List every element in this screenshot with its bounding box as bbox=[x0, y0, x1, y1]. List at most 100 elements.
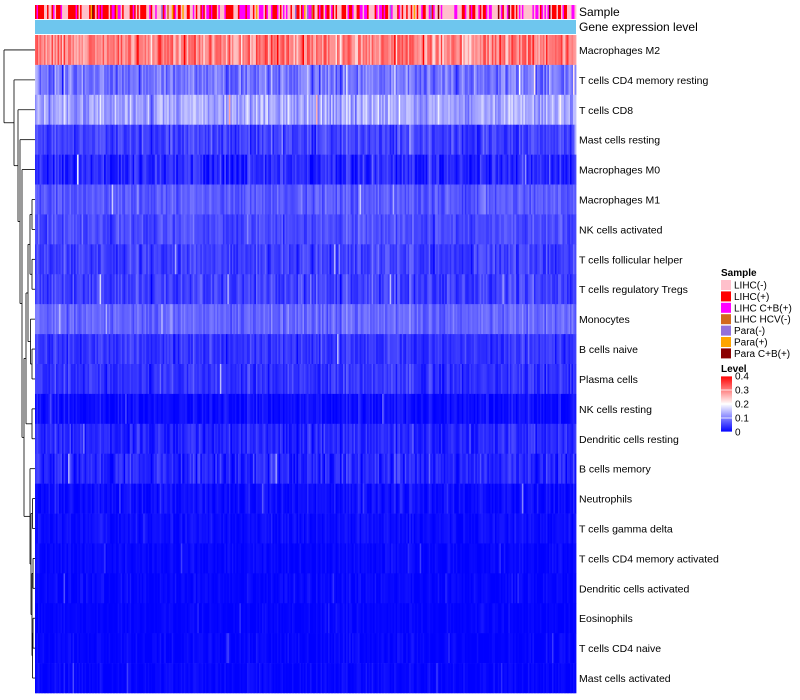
heatmap-cell bbox=[526, 244, 529, 275]
heatmap-cell bbox=[485, 274, 488, 305]
heatmap-cell bbox=[264, 274, 267, 305]
heatmap-cell bbox=[167, 94, 170, 126]
heatmap-cell bbox=[512, 184, 515, 215]
sample-annotation-cell bbox=[206, 5, 209, 19]
sample-annotation-cell bbox=[227, 5, 230, 19]
heatmap-cell bbox=[188, 35, 191, 66]
heatmap-cell bbox=[316, 304, 318, 335]
heatmap-cell bbox=[442, 35, 445, 66]
heatmap-cell bbox=[512, 274, 515, 305]
heatmap-cell bbox=[99, 124, 102, 155]
heatmap-cell bbox=[389, 274, 392, 305]
heatmap-cell bbox=[132, 64, 135, 96]
heatmap-cell bbox=[57, 64, 60, 96]
heatmap-cell bbox=[218, 154, 221, 185]
heatmap-cell bbox=[397, 184, 400, 215]
heatmap-cell bbox=[542, 35, 545, 66]
heatmap-cell bbox=[530, 334, 533, 365]
heatmap-cell bbox=[65, 334, 67, 365]
heatmap-cell bbox=[257, 64, 260, 96]
heatmap-cell bbox=[437, 244, 440, 275]
heatmap-cell bbox=[560, 334, 563, 365]
heatmap-cell bbox=[149, 94, 152, 126]
heatmap-cell bbox=[260, 244, 263, 275]
heatmap-cell bbox=[467, 94, 470, 126]
heatmap-cell bbox=[38, 35, 40, 66]
heatmap-cell bbox=[377, 304, 380, 335]
sample-annotation-cell bbox=[302, 5, 305, 19]
heatmap-cell bbox=[233, 184, 236, 215]
heatmap-cell bbox=[101, 214, 104, 245]
heatmap-cell bbox=[195, 334, 198, 365]
heatmap-cell bbox=[105, 35, 108, 66]
heatmap-cell bbox=[425, 214, 428, 245]
heatmap-cell bbox=[353, 35, 356, 66]
heatmap-cell bbox=[128, 184, 131, 215]
heatmap-cell bbox=[218, 35, 221, 66]
heatmap-cell bbox=[502, 214, 505, 245]
heatmap-cell bbox=[323, 64, 326, 96]
heatmap-cell bbox=[514, 304, 517, 335]
heatmap-cell bbox=[368, 304, 371, 335]
heatmap-cell bbox=[119, 64, 122, 96]
heatmap-cell bbox=[401, 35, 404, 66]
heatmap-cell bbox=[150, 184, 153, 215]
heatmap-cell bbox=[110, 35, 113, 66]
heatmap-cell bbox=[443, 214, 446, 245]
heatmap-cell bbox=[479, 274, 482, 305]
heatmap-cell bbox=[371, 334, 374, 365]
sample-annotation-cell bbox=[557, 5, 560, 19]
heatmap-cell bbox=[320, 64, 323, 96]
heatmap-cell bbox=[165, 304, 168, 335]
heatmap-cell bbox=[107, 244, 110, 275]
heatmap-cell bbox=[39, 214, 42, 245]
heatmap-cell bbox=[171, 274, 174, 305]
heatmap-cell bbox=[87, 393, 90, 425]
heatmap-cell bbox=[60, 214, 63, 245]
heatmap-cell bbox=[86, 35, 88, 66]
heatmap-cell bbox=[117, 334, 120, 365]
heatmap-cell bbox=[325, 64, 327, 96]
heatmap-cell bbox=[44, 124, 46, 155]
heatmap-cell bbox=[320, 94, 323, 126]
heatmap-cell bbox=[83, 35, 85, 66]
sample-annotation-cell bbox=[439, 5, 442, 19]
heatmap-cell bbox=[436, 64, 439, 96]
heatmap-cell bbox=[155, 184, 158, 215]
heatmap-cell bbox=[255, 184, 258, 215]
heatmap-cell bbox=[373, 304, 376, 335]
heatmap-cell bbox=[524, 274, 527, 305]
heatmap-cell bbox=[158, 64, 161, 96]
heatmap-cell bbox=[532, 214, 535, 245]
heatmap-cell bbox=[233, 64, 236, 96]
heatmap-cell bbox=[275, 304, 278, 335]
heatmap-cell bbox=[297, 154, 300, 185]
heatmap-cell bbox=[59, 334, 61, 365]
heatmap-cell bbox=[358, 184, 360, 215]
heatmap-cell bbox=[394, 214, 397, 245]
heatmap-cell bbox=[93, 124, 96, 155]
heatmap-cell bbox=[153, 184, 156, 215]
heatmap-cell bbox=[287, 334, 290, 365]
heatmap-cell bbox=[305, 35, 308, 66]
heatmap-cell bbox=[382, 244, 385, 275]
sample-annotation-cell bbox=[385, 5, 388, 19]
heatmap-cell bbox=[332, 304, 335, 335]
heatmap-cell bbox=[352, 274, 354, 305]
heatmap-cell bbox=[99, 94, 102, 126]
sample-annotation-cell bbox=[422, 5, 425, 19]
heatmap-cell bbox=[572, 184, 575, 215]
heatmap-cell bbox=[353, 124, 356, 155]
heatmap-cell bbox=[445, 184, 448, 215]
heatmap-cell bbox=[376, 64, 379, 96]
heatmap-cell bbox=[502, 244, 505, 275]
heatmap-cell bbox=[398, 64, 401, 96]
sample-annotation-cell bbox=[332, 5, 335, 19]
heatmap-cell bbox=[68, 184, 70, 215]
heatmap-cell bbox=[216, 304, 219, 335]
heatmap-cell bbox=[446, 184, 449, 215]
heatmap-cell bbox=[478, 64, 481, 96]
heatmap-cell bbox=[84, 35, 87, 66]
heatmap-cell bbox=[562, 35, 565, 66]
heatmap-cell bbox=[326, 274, 329, 305]
